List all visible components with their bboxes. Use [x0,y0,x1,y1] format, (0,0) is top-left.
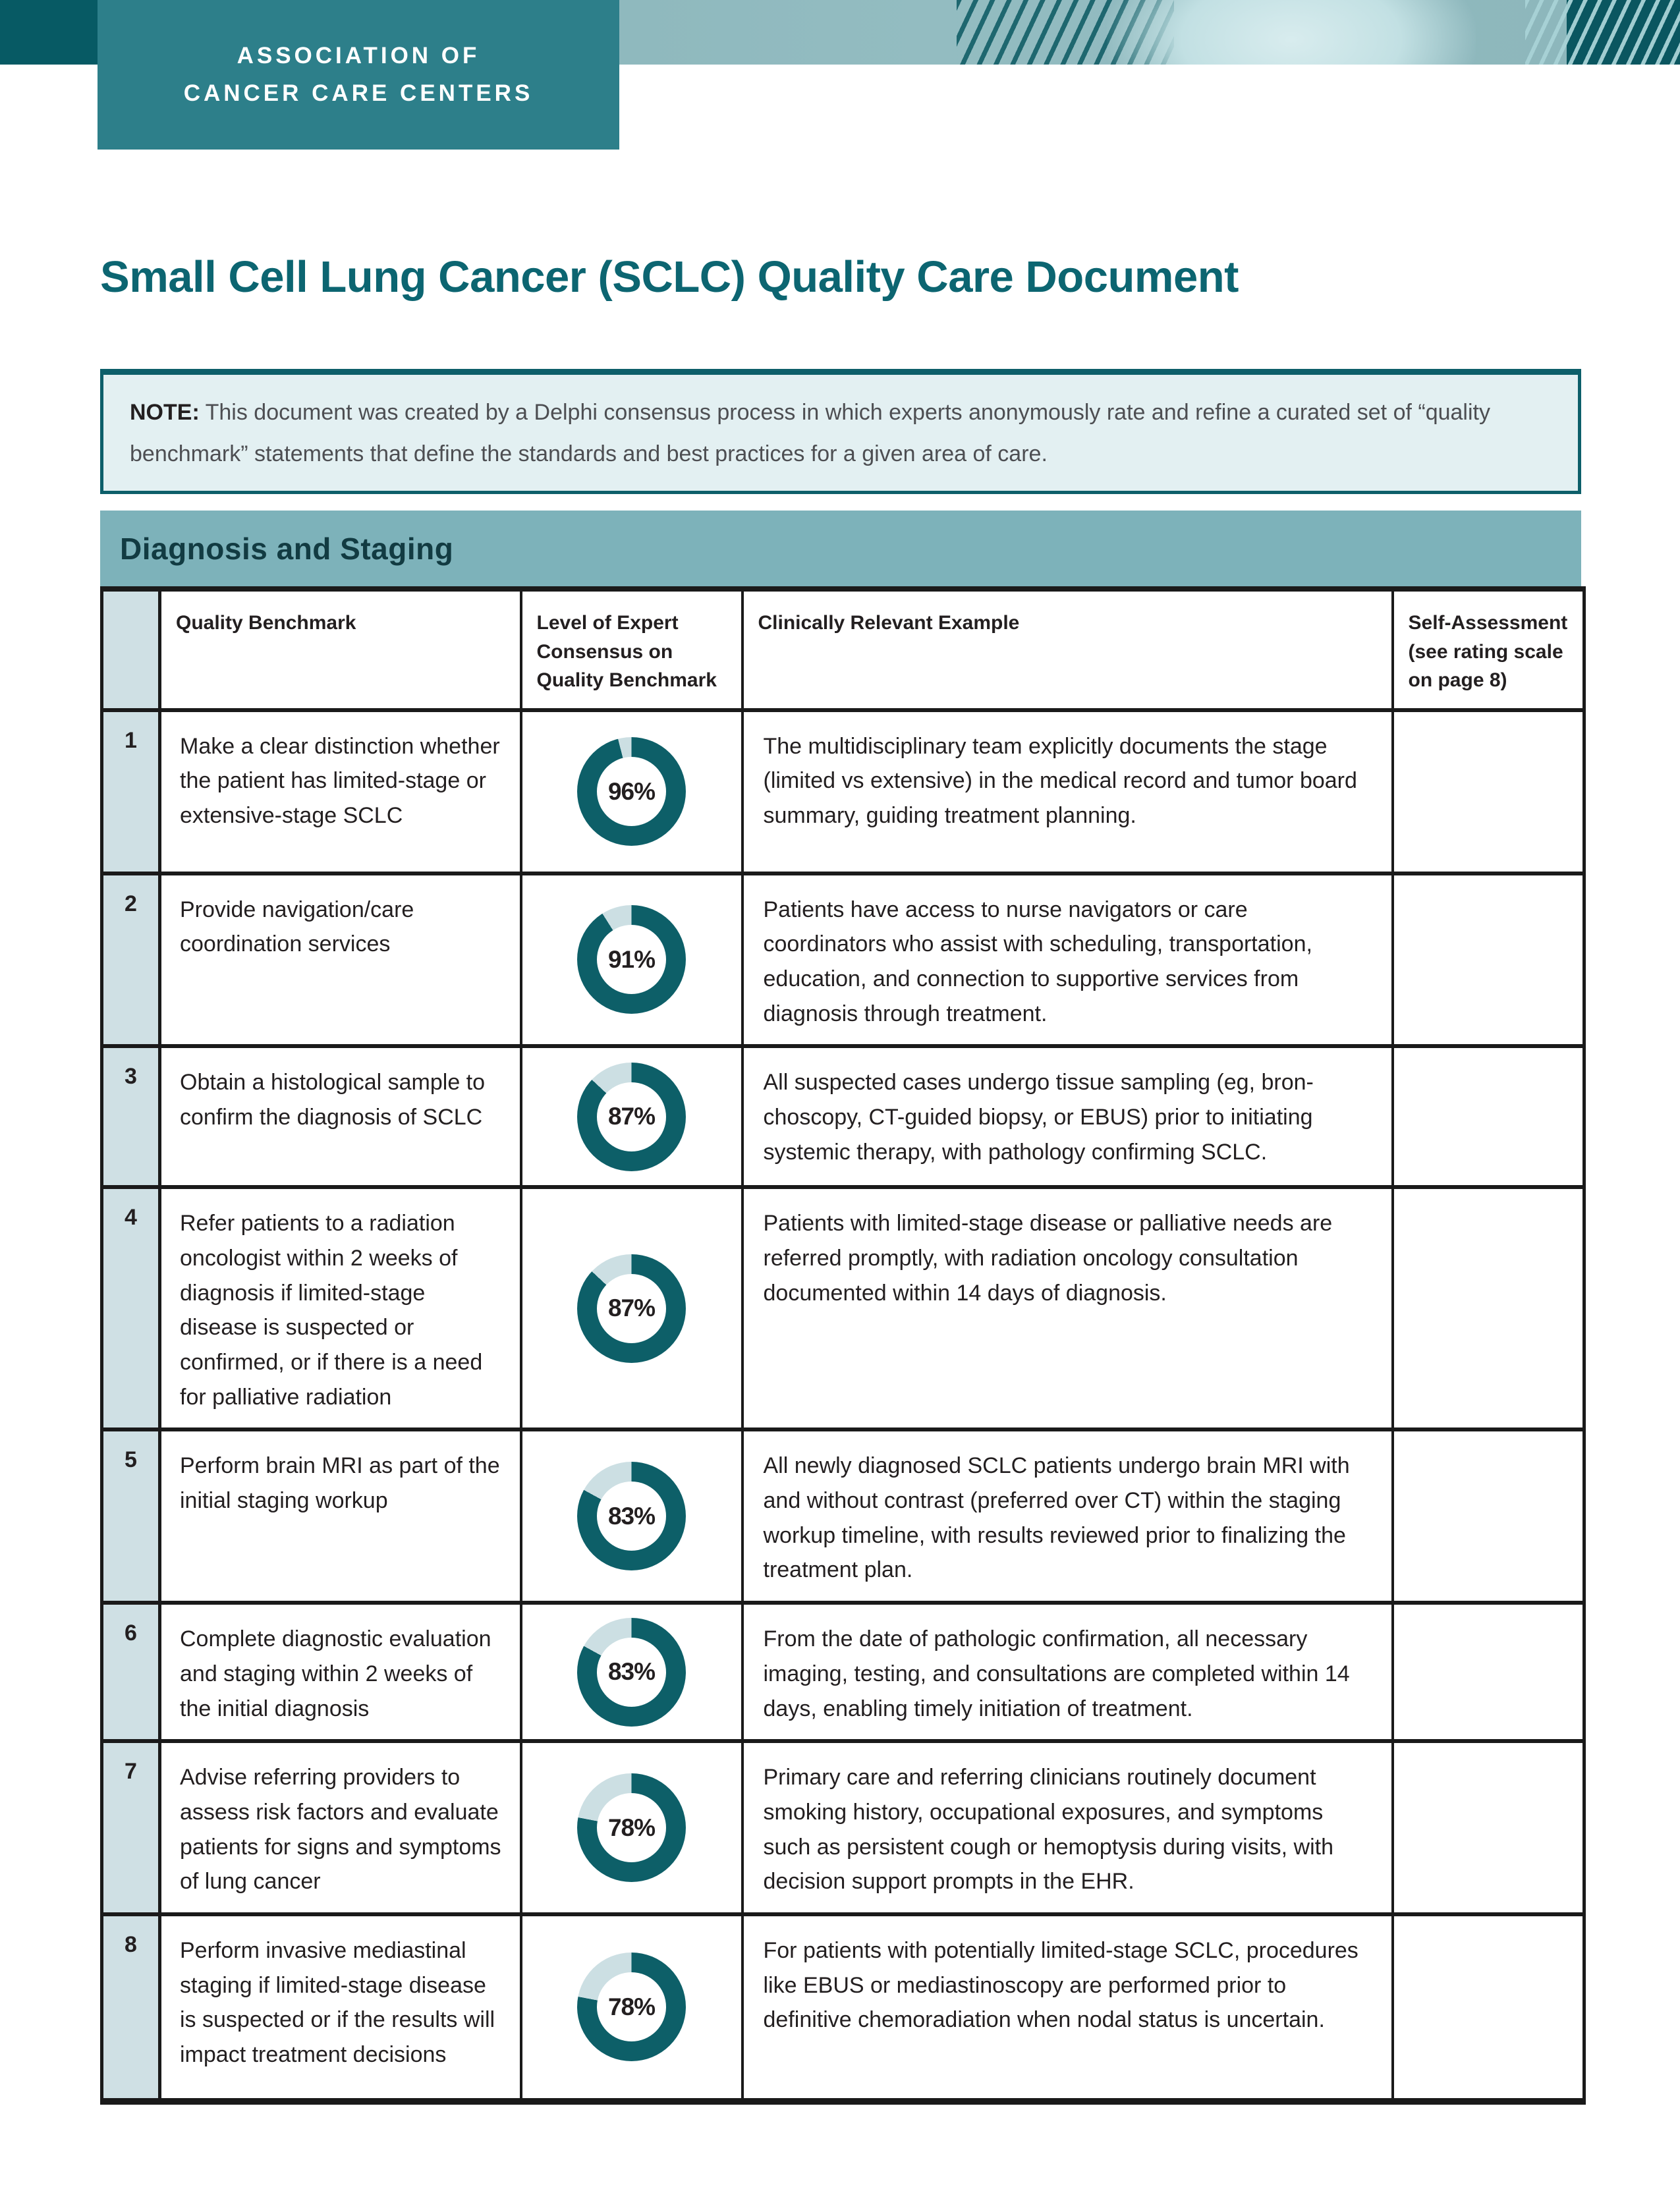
donut-hole: 83% [597,1637,666,1707]
section-title: Diagnosis and Staging [120,531,454,566]
row-number: 5 [100,1427,161,1605]
table-row: 8 Perform invasive mediastinal staging i… [100,1912,1586,2103]
col-header-example: Clinically Relevant Example [741,587,1394,712]
note-text: NOTE: This document was created by a Del… [130,392,1548,475]
row-number-header-cell [100,587,161,712]
consensus-cell: 96% [519,707,744,875]
example-text: All newly diagnosed SCLC patients underg… [741,1427,1394,1605]
table-row: 6 Complete diagnostic eval­uation and st… [100,1601,1586,1744]
table-row: 2 Provide navigation/care coordination s… [100,871,1586,1049]
consensus-donut-chart: 83% [577,1617,686,1727]
row-number: 1 [100,707,161,875]
donut-hole: 91% [597,925,666,995]
self-assessment-cell[interactable] [1391,1601,1586,1744]
table-row: 7 Advise referring providers to assess r… [100,1739,1586,1916]
consensus-cell: 78% [519,1739,744,1916]
example-text: From the date of pathologic confirmation… [741,1601,1394,1744]
benchmark-text: Perform brain MRI as part of the initial… [158,1427,522,1605]
self-assessment-cell[interactable] [1391,1044,1586,1190]
consensus-cell: 91% [519,871,744,1049]
benchmark-text: Complete diagnostic eval­uation and stag… [158,1601,522,1744]
example-text: All suspected cases undergo tissue sampl… [741,1044,1394,1190]
row-number: 8 [100,1912,161,2103]
consensus-donut-chart: 78% [577,1953,686,2062]
section-header: Diagnosis and Staging [100,511,1581,586]
benchmark-text: Make a clear distinction whether the pat… [158,707,522,875]
consensus-donut-chart: 78% [577,1773,686,1883]
table-header-row: Quality Benchmark Level of Expert Consen… [100,587,1586,712]
benchmark-text: Provide navigation/care coordination ser… [158,871,522,1049]
consensus-cell: 83% [519,1601,744,1744]
consensus-cell: 87% [519,1185,744,1432]
col-header-self-assessment: Self-Assessment (see rating scale on pag… [1391,587,1586,712]
self-assessment-cell[interactable] [1391,1427,1586,1605]
consensus-donut-chart: 87% [577,1062,686,1171]
example-text: Patients with limited-stage disease or p… [741,1185,1394,1432]
table-row: 4 Refer patients to a radiation oncologi… [100,1185,1586,1432]
col-header-consensus: Level of Expert Consensus on Quality Ben… [519,587,744,712]
org-name-line2: CANCER CARE CENTERS [183,80,534,106]
consensus-percentage: 83% [607,1502,656,1530]
example-text: Primary care and referring clinicians ro… [741,1739,1394,1916]
table-row: 5 Perform brain MRI as part of the initi… [100,1427,1586,1605]
consensus-percentage: 78% [607,1814,656,1841]
donut-hole: 96% [597,757,666,826]
donut-hole: 78% [597,1972,666,2042]
example-text: For patients with potentially limited-st… [741,1912,1394,2103]
header-dark-accent [0,0,98,65]
consensus-cell: 78% [519,1912,744,2103]
consensus-percentage: 87% [607,1103,656,1130]
note-box: NOTE: This document was created by a Del… [100,369,1581,494]
consensus-percentage: 87% [607,1294,656,1322]
table-row: 1 Make a clear distinction whether the p… [100,707,1586,875]
donut-hole: 83% [597,1482,666,1551]
note-label: NOTE: [130,400,200,425]
consensus-cell: 87% [519,1044,744,1190]
example-text: Patients have access to nurse navigators… [741,871,1394,1049]
benchmark-text: Refer patients to a radiation oncologist… [158,1185,522,1432]
self-assessment-cell[interactable] [1391,707,1586,875]
col-header-quality-benchmark: Quality Benchmark [158,587,522,712]
table-row: 3 Obtain a histological sample to confir… [100,1044,1586,1190]
self-assessment-cell[interactable] [1391,1912,1586,2103]
consensus-percentage: 91% [607,945,656,973]
consensus-percentage: 78% [607,1993,656,2020]
consensus-donut-chart: 83% [577,1462,686,1571]
consensus-cell: 83% [519,1427,744,1605]
consensus-donut-chart: 96% [577,737,686,846]
row-number: 3 [100,1044,161,1190]
self-assessment-cell[interactable] [1391,1739,1586,1916]
self-assessment-cell[interactable] [1391,1185,1586,1432]
self-assessment-cell[interactable] [1391,871,1586,1049]
org-logo: ASSOCIATION OF CANCER CARE CENTERS [98,0,619,150]
consensus-donut-chart: 91% [577,905,686,1014]
row-number: 6 [100,1601,161,1744]
donut-hole: 87% [597,1273,666,1343]
consensus-donut-chart: 87% [577,1254,686,1363]
benchmark-text: Obtain a histological sample to confirm … [158,1044,522,1190]
note-body: This document was created by a Delphi co… [130,400,1490,466]
row-number: 2 [100,871,161,1049]
donut-hole: 87% [597,1082,666,1151]
benchmark-text: Perform invasive mediastinal staging if … [158,1912,522,2103]
quality-benchmark-table: Quality Benchmark Level of Expert Consen… [100,586,1586,2105]
consensus-percentage: 83% [607,1658,656,1686]
benchmark-text: Advise referring providers to assess ris… [158,1739,522,1916]
consensus-percentage: 96% [607,777,656,805]
org-name-line1: ASSOCIATION OF [237,42,480,69]
row-number: 4 [100,1185,161,1432]
donut-hole: 78% [597,1793,666,1863]
row-number: 7 [100,1739,161,1916]
example-text: The multidisciplinary team explicitly do… [741,707,1394,875]
page-title: Small Cell Lung Cancer (SCLC) Quality Ca… [100,252,1239,302]
